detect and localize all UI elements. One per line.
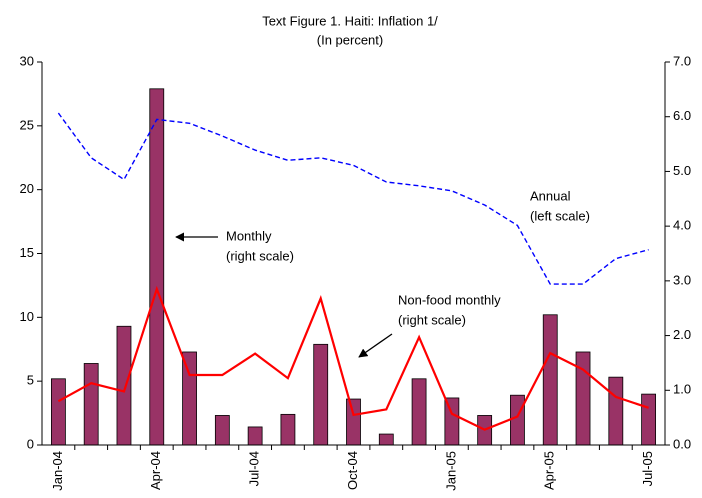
- y2-tick-label: 4.0: [673, 218, 691, 233]
- bar: [247, 426, 263, 446]
- y2-tick-label: 1.0: [673, 382, 691, 397]
- bar: [542, 314, 558, 446]
- y2-tick-label: 2.0: [673, 327, 691, 342]
- bar: [608, 376, 624, 446]
- x-tick-label: Jan-04: [50, 451, 65, 491]
- bar: [214, 415, 230, 446]
- chart-subtitle: (In percent): [317, 32, 383, 47]
- annotation: (right scale): [398, 312, 466, 327]
- bar: [182, 351, 197, 446]
- annotation: (right scale): [226, 248, 294, 263]
- bar: [346, 398, 361, 446]
- y-tick-label: 0: [27, 436, 34, 451]
- y2-tick-label: 3.0: [673, 272, 691, 287]
- bar: [313, 343, 329, 446]
- annotation: (left scale): [530, 208, 590, 223]
- bar: [641, 393, 657, 446]
- annotation: Annual: [530, 188, 571, 203]
- y-tick-label: 10: [20, 309, 34, 324]
- annotation: Non-food monthly: [398, 292, 501, 307]
- x-tick-label: Jul-04: [247, 451, 262, 486]
- y2-tick-label: 7.0: [673, 53, 691, 68]
- y2-tick-label: 0.0: [673, 436, 691, 451]
- bar: [510, 394, 525, 446]
- bar: [411, 378, 427, 446]
- annotation-arrow: [358, 333, 393, 358]
- annotation: Monthly: [226, 228, 272, 243]
- bar: [149, 88, 165, 446]
- series-line: [57, 112, 649, 285]
- y-tick-label: 20: [20, 181, 34, 196]
- bar: [116, 325, 132, 446]
- bar: [83, 363, 99, 446]
- y2-tick-label: 6.0: [673, 108, 691, 123]
- bar: [50, 378, 66, 446]
- y-tick-label: 30: [20, 53, 34, 68]
- x-tick-label: Jan-05: [443, 451, 458, 491]
- x-tick-label: Jul-05: [640, 451, 655, 486]
- chart-title: Text Figure 1. Haiti: Inflation 1/: [262, 13, 438, 28]
- y2-tick-label: 5.0: [673, 163, 691, 178]
- y-tick-label: 15: [20, 245, 34, 260]
- series-line: [57, 285, 649, 431]
- x-tick-label: Oct-04: [345, 451, 360, 490]
- x-tick-label: Apr-04: [148, 451, 163, 490]
- y-tick-label: 25: [20, 117, 34, 132]
- y-tick-label: 5: [27, 373, 34, 388]
- bar: [280, 413, 296, 446]
- x-tick-label: Apr-05: [542, 451, 557, 490]
- bar: [378, 433, 394, 446]
